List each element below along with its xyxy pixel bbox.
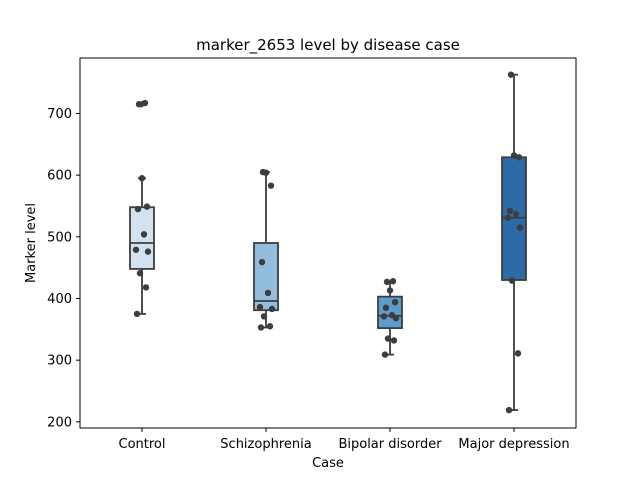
y-axis: 200 300 400 500 600 700	[47, 107, 80, 430]
data-point	[390, 337, 398, 344]
x-tick-label: Bipolar disorder	[338, 437, 442, 452]
data-point	[383, 278, 391, 286]
data-point	[510, 152, 518, 159]
data-point	[260, 313, 268, 320]
data-point	[140, 231, 148, 238]
data-point	[134, 205, 142, 213]
x-tick-label: Schizophrenia	[220, 437, 311, 452]
axes-frame	[79, 57, 577, 429]
box-group	[253, 171, 279, 329]
box	[377, 295, 403, 329]
data-point	[512, 210, 520, 218]
y-tick-label: 200	[47, 415, 72, 430]
box-group	[501, 73, 527, 412]
y-tick-label: 700	[47, 107, 72, 122]
data-point	[504, 214, 512, 221]
data-point	[515, 154, 523, 161]
data-point	[507, 71, 515, 78]
data-point	[505, 406, 513, 414]
data-point	[141, 99, 149, 107]
data-point	[259, 168, 267, 176]
data-point	[381, 351, 389, 358]
box	[129, 206, 155, 270]
data-point	[514, 350, 522, 357]
data-point	[380, 313, 388, 320]
data-point	[256, 303, 264, 311]
data-point	[506, 207, 514, 215]
data-point	[386, 287, 394, 294]
data-point	[144, 248, 152, 255]
data-point	[391, 299, 399, 306]
data-point	[267, 182, 275, 189]
data-point	[516, 224, 524, 231]
data-point	[257, 324, 265, 331]
data-point	[142, 284, 150, 291]
x-tick-label: Major depression	[458, 437, 569, 452]
chart-title: marker_2653 level by disease case	[196, 36, 460, 55]
data-point	[135, 101, 143, 108]
y-tick-label: 300	[47, 354, 72, 369]
data-point	[264, 289, 272, 297]
data-point	[508, 277, 516, 284]
box	[253, 242, 279, 312]
data-point	[138, 175, 146, 182]
data-point	[136, 270, 144, 277]
y-axis-label: Marker level	[24, 203, 39, 283]
x-tick-label: Control	[119, 437, 166, 452]
data-point	[384, 335, 392, 342]
x-axis-label: Case	[312, 456, 344, 471]
y-tick-label: 400	[47, 292, 72, 307]
data-point	[382, 304, 390, 311]
data-point	[268, 305, 276, 313]
x-axis: Control Schizophrenia Bipolar disorder Majo…	[119, 428, 570, 452]
box-group	[129, 100, 155, 315]
data-point	[143, 203, 151, 210]
y-tick-label: 600	[47, 169, 72, 184]
data-point	[258, 258, 266, 266]
data-point	[389, 278, 397, 285]
y-tick-label: 500	[47, 230, 72, 245]
data-point	[133, 310, 141, 318]
plot-area	[129, 71, 527, 414]
data-point	[132, 246, 140, 253]
data-point	[388, 311, 396, 319]
data-point	[266, 323, 274, 330]
